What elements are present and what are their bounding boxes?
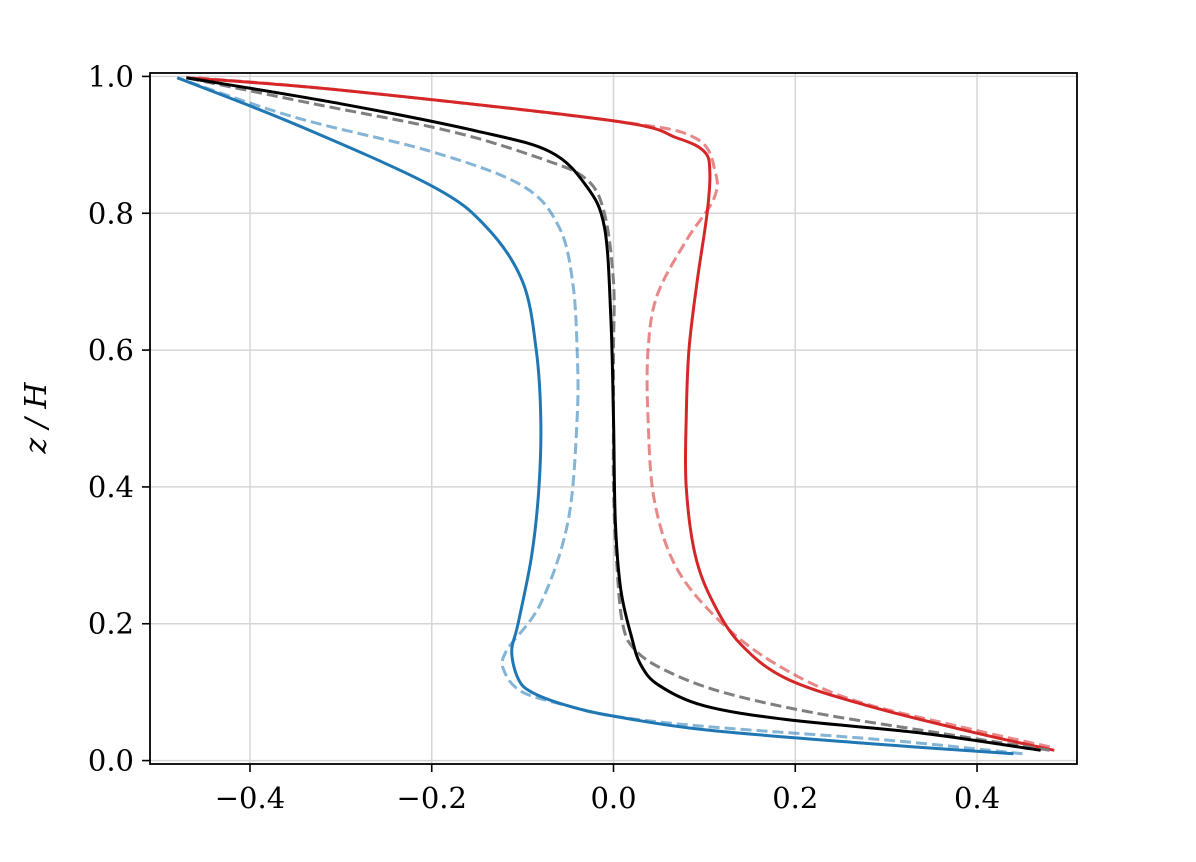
x-tick-label: 0.0 [590, 781, 636, 815]
series-group [176, 76, 1055, 756]
ticks: −0.4 −0.2 0.0 0.2 0.4 0.0 0.2 0.4 0.6 0.8 1.0 [88, 59, 1000, 815]
y-tick-label: 0.8 [88, 196, 134, 230]
series-line-4 [186, 76, 1041, 752]
series-line-1 [195, 76, 1051, 749]
x-tick-label: −0.2 [397, 781, 467, 815]
x-tick-label: 0.4 [954, 781, 1000, 815]
y-tick-label: 0.4 [88, 470, 134, 504]
series-line-3 [186, 76, 1050, 752]
series-line-2 [186, 76, 1055, 752]
grid [150, 73, 1077, 764]
series-line-5 [176, 76, 1023, 756]
y-axis-label: z / H [19, 382, 54, 455]
y-tick-label: 0.6 [88, 333, 134, 367]
y-tick-label: 0.2 [88, 607, 134, 641]
x-tick-label: 0.2 [772, 781, 818, 815]
x-tick-label: −0.4 [215, 781, 285, 815]
y-tick-label: 0.0 [88, 744, 134, 778]
y-tick-label: 1.0 [88, 59, 134, 93]
series-line-6 [176, 76, 1014, 756]
